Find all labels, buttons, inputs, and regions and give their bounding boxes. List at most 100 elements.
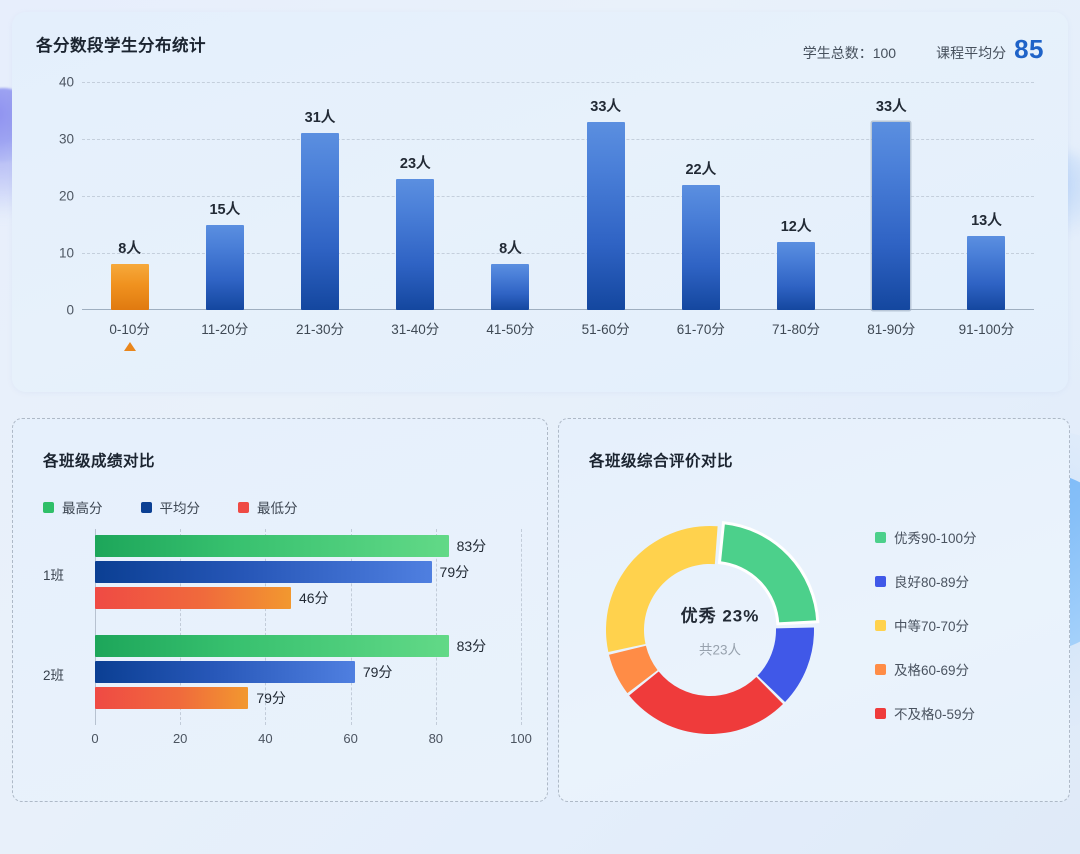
bar[interactable]: 8人 — [491, 241, 530, 310]
hbar[interactable] — [95, 587, 291, 609]
hbar[interactable] — [95, 561, 432, 583]
x-axis-tick[interactable]: 81-90分 — [844, 318, 939, 338]
donut-svg — [606, 521, 820, 734]
donut-center-subtitle: 共23人 — [698, 642, 742, 658]
average-score-stat: 课程平均分 85 — [936, 34, 1044, 65]
bar-column[interactable]: 8人 — [82, 82, 177, 310]
bar-column[interactable]: 22人 — [653, 82, 748, 310]
bar-chart-x-axis: 0-10分 11-20分 21-30分 31-40分 41-50分 51-60分 61-70… — [82, 318, 1034, 351]
bar[interactable]: 31人 — [301, 110, 339, 310]
bar[interactable]: 12人 — [777, 219, 816, 310]
legend-item[interactable]: 平均分 — [140, 497, 200, 517]
donut-segment[interactable] — [609, 645, 658, 694]
bar-column[interactable]: 31人 — [272, 82, 367, 310]
legend-item[interactable]: 优秀90-100分 — [875, 527, 977, 547]
hbar-row[interactable]: 79分 — [95, 687, 521, 709]
bar-column[interactable]: 8人 — [463, 82, 558, 310]
bar-column[interactable]: 23人 — [368, 82, 463, 310]
x-axis-tick[interactable]: 61-70分 — [653, 318, 748, 338]
bar[interactable]: 22人 — [681, 162, 720, 310]
average-score-label: 课程平均分 — [936, 45, 1007, 61]
score-distribution-card: 各分数段学生分布统计 学生总数：100 课程平均分 85 0 10 20 30 40 8… — [12, 12, 1068, 392]
bar-value-label: 13人 — [971, 212, 1002, 229]
class-evaluation-card: 各班级综合评价对比 优秀 23% 共23人 优秀90-100分 良好80-89分中… — [558, 418, 1070, 802]
bar-value-label: 15人 — [209, 201, 241, 218]
hbar-value-label: 79分 — [256, 690, 286, 706]
y-axis-tick: 30 — [58, 131, 74, 147]
x-axis-tick-label: 0-10分 — [109, 322, 150, 337]
legend-swatch-icon — [875, 575, 886, 587]
hbar-row[interactable]: 46分 — [95, 587, 521, 609]
hbar-category-labels: 1班 2班 — [43, 529, 89, 725]
legend-item[interactable]: 最低分 — [238, 497, 298, 517]
x-axis-tick-label: 51-60分 — [581, 322, 630, 337]
class-score-legend: 最高分 平均分 最低分 — [43, 497, 298, 517]
hbar[interactable] — [95, 635, 449, 657]
x-axis-tick[interactable]: 11-20分 — [177, 318, 272, 338]
x-axis-tick[interactable]: 21-30分 — [272, 318, 367, 338]
bar[interactable]: 8人 — [110, 241, 149, 310]
bar-value-label: 8人 — [118, 241, 141, 258]
gridline — [350, 529, 352, 725]
x-axis-tick-label: 81-90分 — [867, 322, 916, 337]
hbar[interactable] — [95, 687, 249, 709]
donut-segment[interactable] — [717, 521, 820, 626]
legend-label: 最低分 — [257, 501, 298, 516]
x-axis-tick-label: 61-70分 — [676, 322, 725, 337]
hbar-row[interactable]: 83分 — [95, 535, 521, 557]
x-axis-tick-label: 31-40分 — [391, 322, 440, 337]
x-axis-tick[interactable]: 91-100分 — [939, 318, 1034, 338]
bar-column[interactable]: 33人 — [558, 82, 653, 310]
legend-swatch-icon — [43, 501, 54, 513]
hbar-row[interactable]: 79分 — [95, 561, 521, 583]
gridline — [265, 529, 267, 725]
bar[interactable]: 13人 — [967, 213, 1006, 310]
x-axis-tick[interactable]: 51-60分 — [558, 318, 653, 338]
legend-item[interactable]: 中等70-70分 — [875, 615, 977, 635]
bar[interactable]: 23人 — [396, 156, 435, 310]
hbar-row[interactable]: 79分 — [95, 661, 521, 683]
bar-column[interactable]: 12人 — [748, 82, 843, 310]
x-axis-tick-label: 71-80分 — [772, 322, 821, 337]
bar-column[interactable]: 15人 — [177, 82, 272, 310]
hbar-value-label: 46分 — [298, 590, 329, 606]
x-axis-tick-label: 41-50分 — [486, 322, 535, 337]
bar-value-label: 31人 — [304, 110, 336, 127]
bar-column[interactable]: 13人 — [939, 82, 1034, 310]
donut-segment[interactable] — [606, 526, 718, 652]
class-score-hbar-chart: 1班 2班 83分 79分 46分 83分 79分 79分 0 20 40 60 80 100 — [43, 529, 532, 769]
legend-swatch-icon — [238, 501, 249, 513]
gridline — [180, 529, 182, 725]
hbar-group: 83分 79分 46分 — [95, 535, 521, 613]
hbar-value-label: 79分 — [439, 564, 470, 580]
x-axis-tick[interactable]: 31-40分 — [368, 318, 463, 338]
summary-stats: 学生总数：100 课程平均分 85 — [803, 34, 1044, 65]
bar[interactable]: 33人 — [586, 99, 625, 310]
gridline — [435, 529, 437, 725]
bar[interactable]: 33人 — [872, 99, 911, 310]
hbar[interactable] — [95, 661, 355, 683]
gridline — [82, 82, 1034, 83]
x-axis-tick[interactable]: 41-50分 — [463, 318, 558, 338]
total-students-label: 学生总数： — [802, 45, 873, 61]
legend-item[interactable]: 良好80-89分 — [875, 571, 977, 591]
donut-segment[interactable] — [757, 627, 814, 702]
gridline — [82, 253, 1034, 254]
hbar[interactable] — [95, 535, 449, 557]
legend-item[interactable]: 及格60-69分 — [875, 659, 977, 679]
x-axis-tick[interactable]: 0-10分 — [82, 318, 177, 351]
donut-segment[interactable] — [629, 671, 784, 734]
evaluation-legend: 优秀90-100分良好80-89分 中等70-70分 及格60-69分 不及格0-59… — [875, 527, 977, 723]
bar[interactable]: 15人 — [205, 202, 244, 310]
bar-column[interactable]: 33人 — [844, 82, 939, 310]
bar-series: 8人 15人 31人 23人 8人 33人 22人 12人 33人 13人 — [82, 82, 1034, 310]
gridline — [82, 139, 1034, 140]
legend-item[interactable]: 最高分 — [43, 497, 103, 517]
x-axis-tick[interactable]: 71-80分 — [748, 318, 843, 338]
legend-label: 优秀90-100分 — [894, 531, 977, 546]
hbar-row[interactable]: 83分 — [95, 635, 521, 657]
legend-swatch-icon — [875, 619, 886, 631]
y-axis-tick: 10 — [58, 245, 74, 261]
legend-item[interactable]: 不及格0-59分 — [875, 703, 977, 723]
hbar-value-label: 83分 — [456, 538, 487, 554]
